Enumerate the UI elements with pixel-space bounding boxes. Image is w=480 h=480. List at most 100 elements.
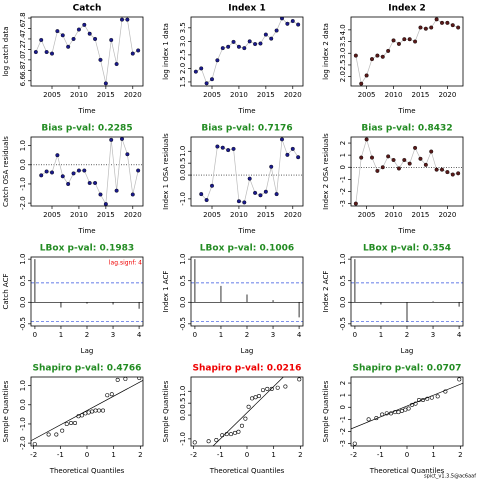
y-tick-label: 0.5 [339,275,347,286]
y-tick-label: 0.5 [179,275,187,286]
point [258,193,263,198]
plot-area [31,377,143,446]
y-axis-label: Catch ACF [2,273,10,309]
y-axis-label: Sample Quantiles [162,380,170,442]
point [359,155,364,160]
y-tick-label: 0.0 [179,169,187,180]
plot-frame [190,256,304,327]
y-tick-label: 1.0 [19,254,27,265]
point [239,423,244,428]
y-tick-label: -1 [339,416,347,423]
plot-area [31,259,143,323]
panel: Shapiro p-val: 0.0216 Theoretical Quantil… [162,364,304,475]
point [283,384,288,389]
x-tick-label: -1 [217,451,224,459]
plot-frame [30,136,144,207]
point [269,36,274,41]
y-axis-label: Index 2 OSA residuals [322,133,330,210]
x-tick-label: 0 [33,331,37,339]
plot-frame [350,256,464,327]
point [220,433,225,438]
y-tick-label: 3.0 [179,36,187,47]
x-tick-label: 1 [271,451,275,459]
point [263,189,268,194]
y-axis-label: Catch OSA residuals [2,136,10,207]
point [60,174,65,179]
point [290,19,295,24]
y-tick-label: 3.5 [179,22,187,33]
point [374,416,379,421]
point [384,411,389,416]
point [33,50,38,55]
point [87,181,92,186]
point [69,420,74,425]
x-tick-label: 2 [138,451,142,459]
point [82,22,87,27]
y-tick-label: -2 [339,428,347,435]
point [386,154,391,159]
y-tick-label: 1 [339,393,347,397]
x-axis-label: Time [77,107,95,115]
x-tick-label: 2005 [43,211,61,219]
x-tick-label: 1 [431,451,435,459]
plot-frame [350,376,464,447]
x-tick-label: -1 [57,451,64,459]
y-tick-label: -1 [339,176,347,183]
x-tick-label: 2005 [203,91,221,99]
point [39,173,44,178]
point [233,430,238,435]
y-tick-label: 0.5 [179,158,187,169]
x-tick-label: 2 [458,451,462,459]
point [413,401,418,406]
plot-area [193,17,301,86]
point [226,44,231,49]
point [386,48,391,53]
point [82,168,87,173]
point [87,31,92,36]
point [114,188,119,193]
point [423,162,428,167]
point [136,168,141,173]
point [399,408,404,413]
point [391,38,396,43]
point [204,81,209,86]
point [253,190,258,195]
x-tick-label: -2 [30,451,37,459]
point [60,428,65,433]
point [66,44,71,49]
point [193,69,198,74]
point [434,17,439,22]
point [258,41,263,46]
panel-title: Bias p-val: 0.7176 [201,124,292,134]
x-tick-label: 2 [245,331,249,339]
point [445,20,450,25]
x-tick-label: 2020 [124,211,142,219]
point [66,181,71,186]
point [423,26,428,31]
x-axis-label: Time [237,107,255,115]
point [55,29,60,34]
point [137,377,142,380]
point [439,20,444,25]
x-tick-label: 2010 [230,211,248,219]
point [450,172,455,177]
point [263,32,268,37]
point [279,137,284,142]
x-tick-label: 2 [85,331,89,339]
point [456,25,461,30]
point [253,42,258,47]
x-tick-label: -2 [350,451,357,459]
point [86,410,91,415]
point [434,167,439,172]
y-axis-label: log index 2 data [322,23,330,80]
x-tick-label: -2 [190,451,197,459]
x-axis-label: Time [397,107,415,115]
x-tick-label: 4 [457,331,462,339]
point [101,408,106,413]
point [402,37,407,42]
y-tick-label: 7.0 [19,54,27,65]
panel-title: Shapiro p-val: 0.0216 [193,364,302,374]
panel: Index 2 Time log index 2 data 2005 2010 2015 2… [322,4,464,115]
footer: spict_v1.3.5@ac6aaf [424,474,476,480]
